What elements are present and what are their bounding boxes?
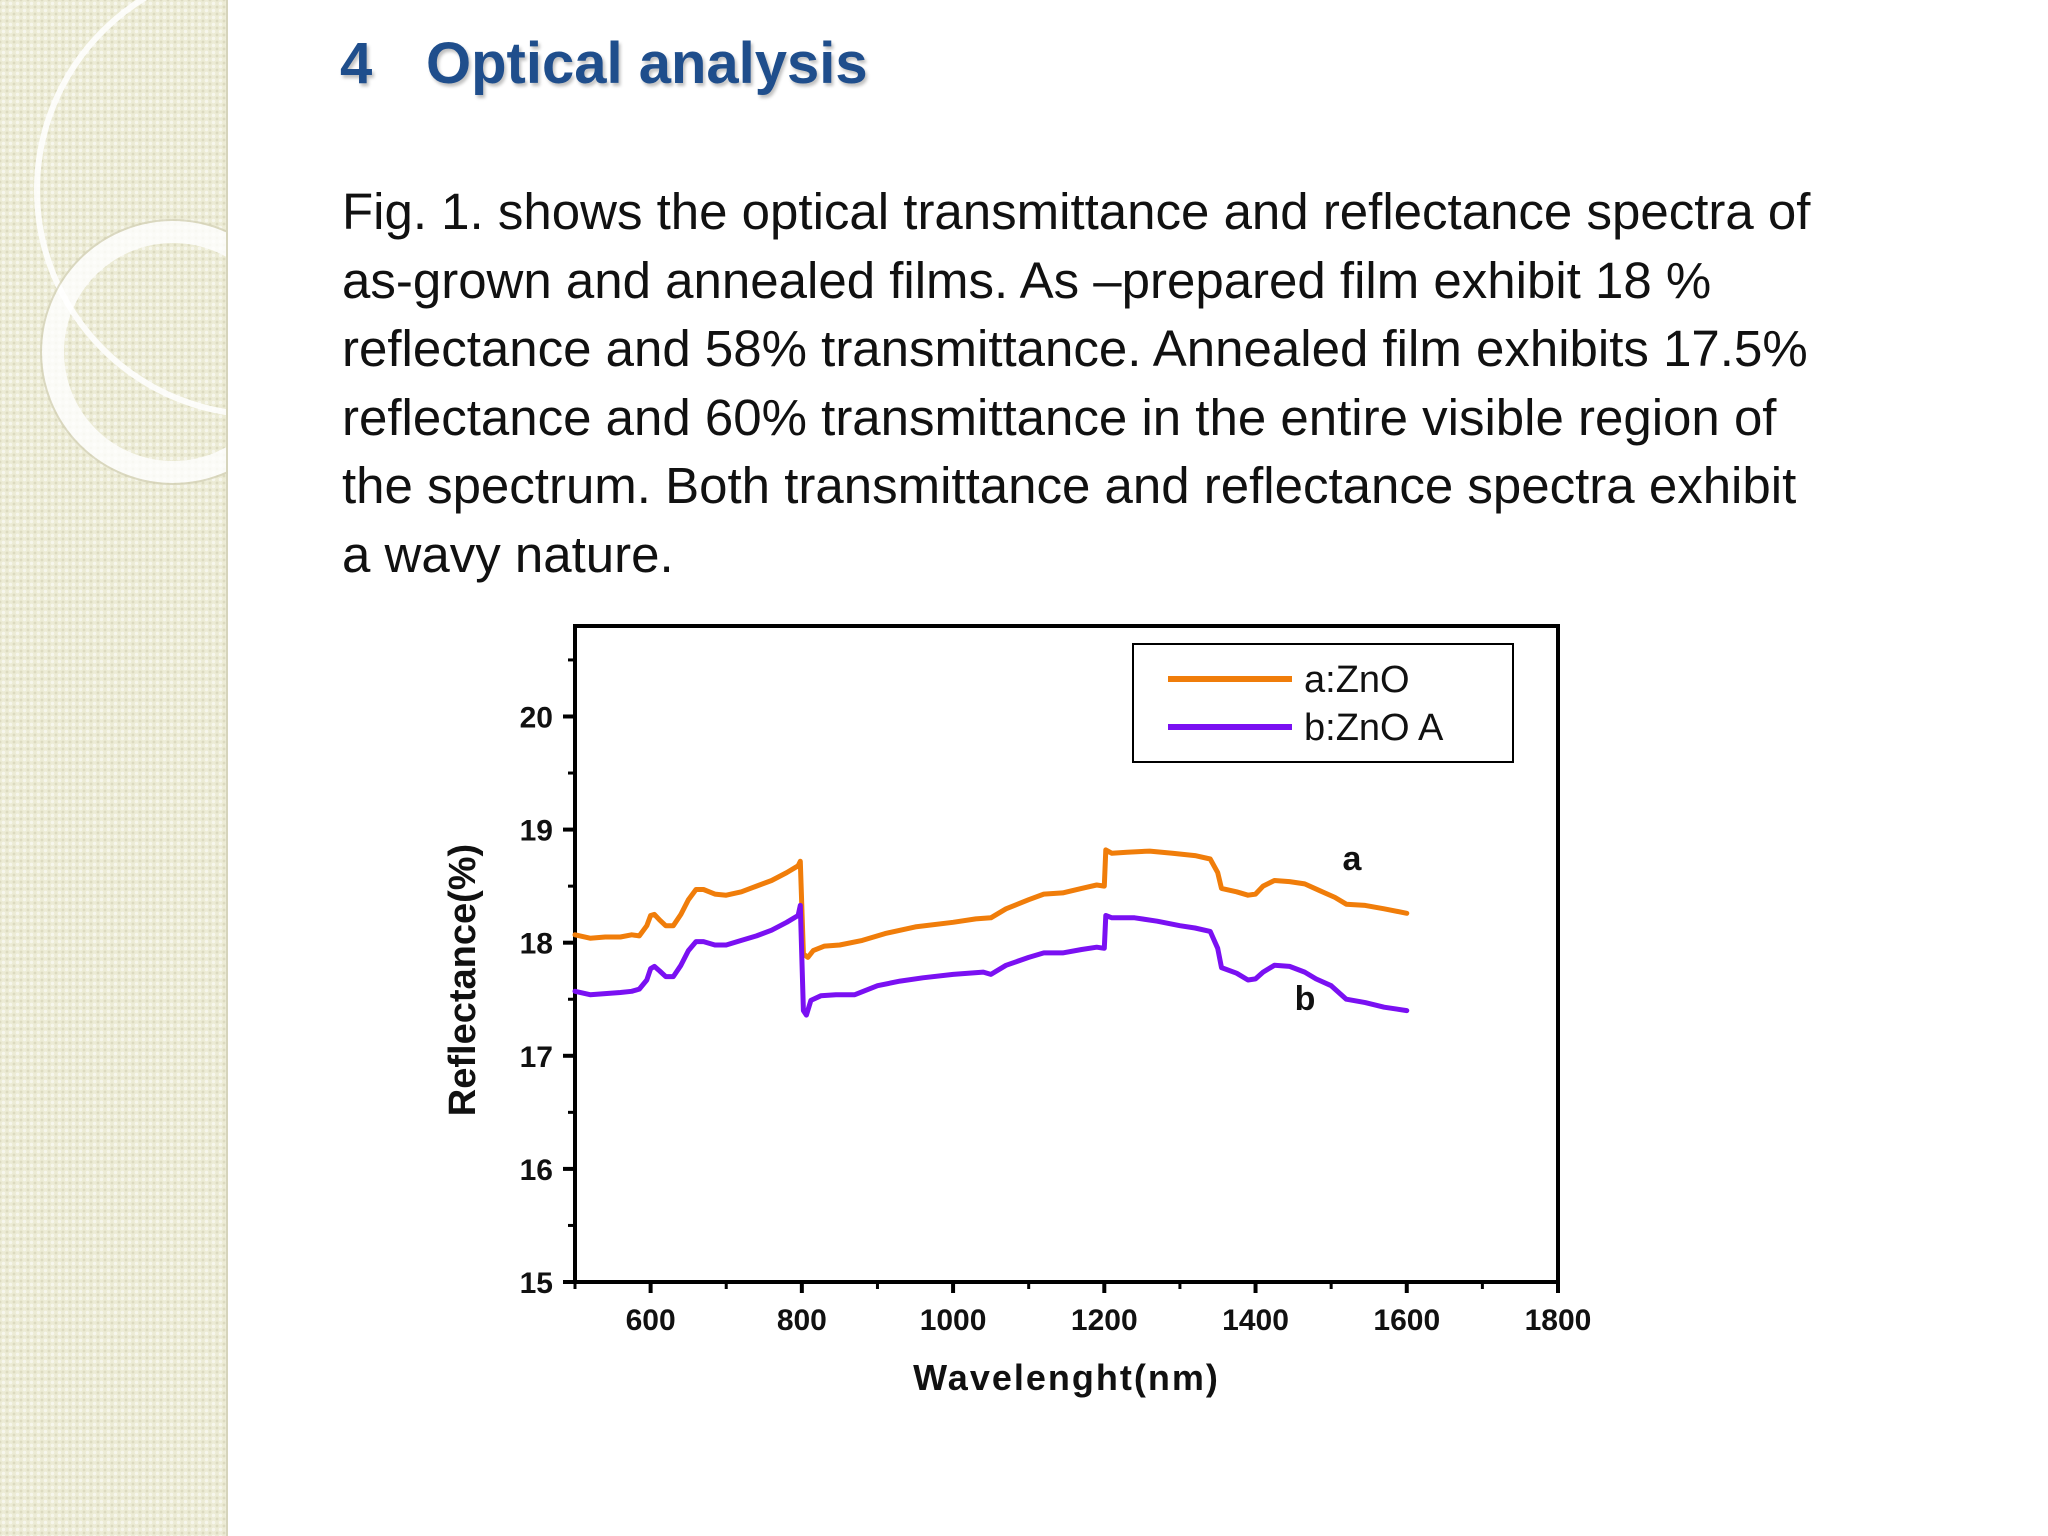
y-tick-label: 17 — [520, 1041, 553, 1074]
x-tick-label: 1400 — [1222, 1304, 1289, 1337]
x-tick-label: 1600 — [1373, 1304, 1440, 1337]
body-line: reflectance and 60% transmittance in the… — [342, 388, 1777, 446]
series-line-b — [572, 902, 1410, 1018]
legend-label: b:ZnO A — [1304, 707, 1444, 749]
x-tick-label: 1000 — [920, 1304, 987, 1337]
y-tick-label: 18 — [520, 928, 553, 961]
section-heading: Optical analysis — [426, 31, 868, 96]
curve-label-a: a — [1343, 840, 1363, 878]
body-line: as-grown and annealed films. As –prepare… — [342, 251, 1712, 309]
body-line: a wavy nature. — [342, 525, 674, 583]
body-line: Fig. 1. shows the optical transmittance … — [342, 183, 1811, 240]
slide-body-paragraph: Fig. 1. shows the optical transmittance … — [342, 178, 2002, 589]
y-tick-label: 19 — [520, 815, 553, 848]
decorative-side-panel — [0, 0, 228, 1536]
body-line: the spectrum. Both transmittance and ref… — [342, 457, 1797, 514]
x-axis-title: Wavelenght(nm) — [913, 1357, 1220, 1398]
plot-frame — [573, 624, 1560, 1284]
slide-title: 4 Optical analysis — [340, 30, 868, 97]
x-tick-label: 1200 — [1071, 1304, 1138, 1337]
x-tick-label: 600 — [626, 1304, 676, 1337]
series-line-a — [572, 847, 1410, 960]
body-line: reflectance and 58% transmittance. Annea… — [342, 320, 1808, 377]
x-tick-label: 800 — [777, 1304, 827, 1337]
section-number: 4 — [340, 31, 373, 96]
curve-label-b: b — [1295, 980, 1316, 1018]
x-tick-label: 1800 — [1525, 1304, 1592, 1337]
y-tick-label: 16 — [520, 1154, 553, 1187]
legend-label: a:ZnO — [1304, 659, 1410, 701]
y-tick-label: 15 — [520, 1267, 553, 1300]
decorative-rings — [34, 0, 226, 485]
legend-box — [1132, 643, 1514, 763]
y-axis-title: Reflectance(%) — [442, 844, 484, 1116]
y-tick-label: 20 — [520, 701, 553, 734]
